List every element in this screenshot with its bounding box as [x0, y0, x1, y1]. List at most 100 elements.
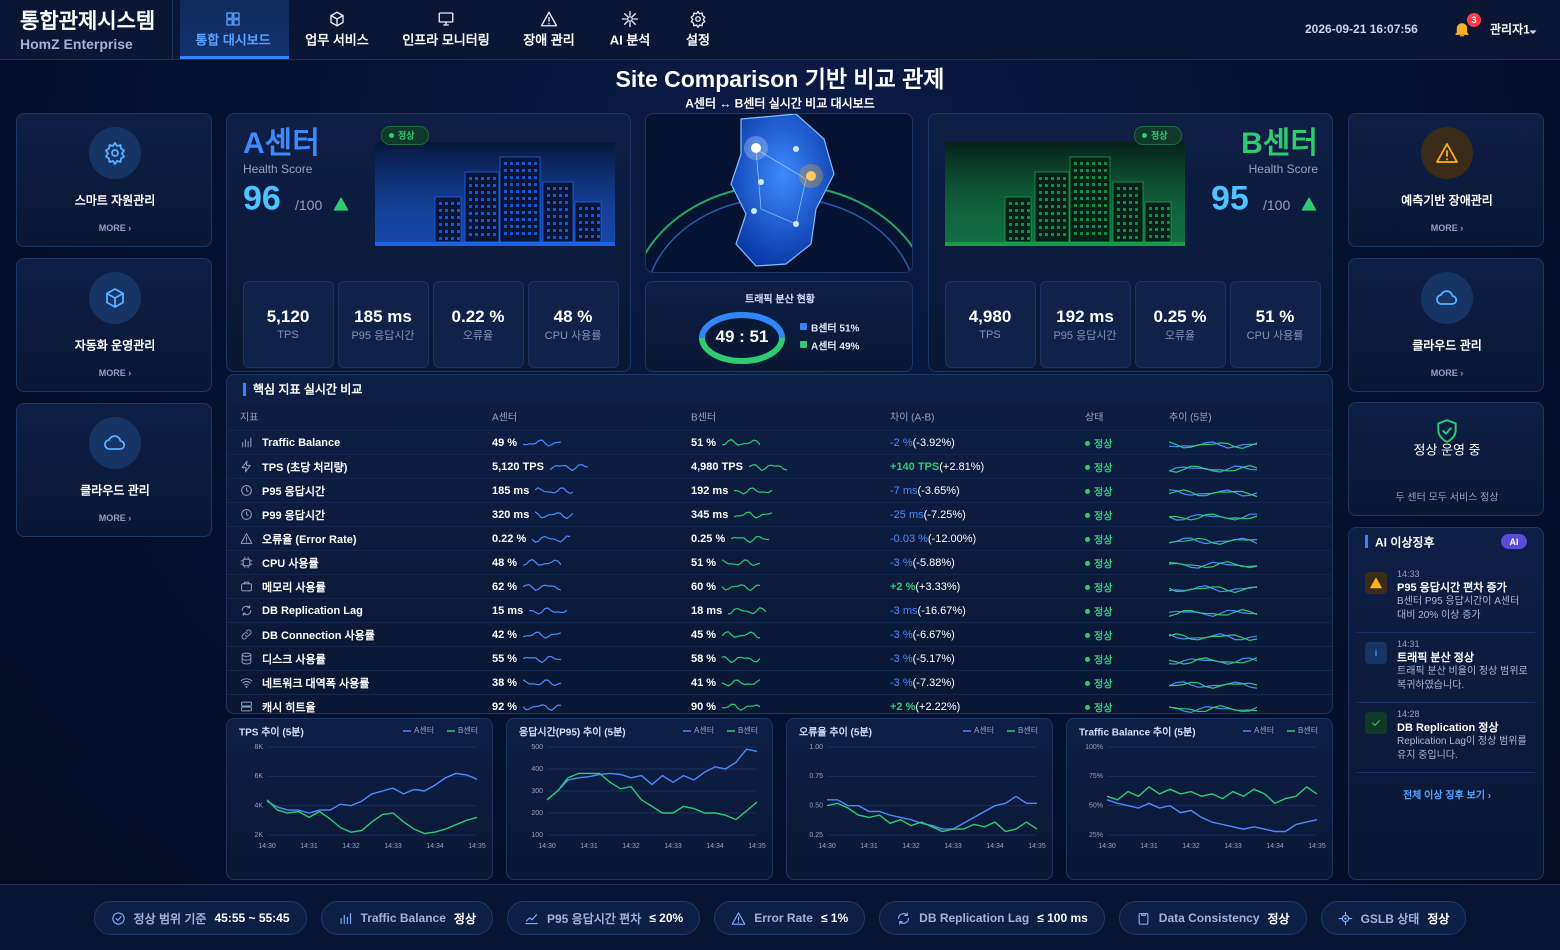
icon-part	[1301, 197, 1317, 211]
nav-item[interactable]: 장애 관리	[494, 0, 604, 59]
icon-part	[241, 509, 252, 520]
value-text: 62 %	[492, 581, 518, 593]
chart: 2K 4K 6K 8K 14:30 14:31 14:32 14:33 14:34 14:35 A센…	[254, 725, 485, 850]
icon-part	[1086, 204, 1089, 207]
more-link[interactable]: MORE ›	[98, 513, 132, 523]
health-label: Health Score	[243, 162, 313, 176]
status-title: 정상 운영 중	[1413, 442, 1481, 458]
metric-name: Traffic Balance	[262, 437, 341, 449]
icon	[731, 911, 746, 926]
score-max: /100	[295, 197, 323, 213]
series-line	[266, 799, 478, 835]
metric-box: 51 % CPU 사용률	[1230, 281, 1321, 368]
nav-item[interactable]: 업무 서비스	[282, 0, 392, 59]
icon-part	[1009, 216, 1012, 219]
nav-icon	[540, 10, 558, 28]
icon-part	[1027, 230, 1030, 233]
icon-part	[241, 509, 252, 520]
icon-part	[1039, 205, 1042, 208]
more-link[interactable]: MORE ›	[1430, 223, 1464, 233]
icon-part	[522, 655, 562, 663]
icon-part	[469, 226, 472, 229]
icon-part	[106, 288, 124, 308]
status-text: 정상	[1094, 631, 1113, 643]
more-link[interactable]: MORE ›	[1430, 368, 1464, 378]
nav-item[interactable]: 통합 대시보드	[180, 0, 289, 59]
more-link[interactable]: MORE ›	[98, 368, 132, 378]
nav-label: 인프라 모니터링	[402, 32, 490, 48]
icon-part	[1009, 237, 1012, 240]
value-cell: 49 %	[492, 434, 562, 452]
ai-link[interactable]: 전체 이상 징후 보기 ›	[1402, 790, 1492, 802]
icon-part	[439, 202, 442, 205]
value-cell: 60 %	[691, 578, 761, 596]
user-menu[interactable]: 관리자1	[1490, 22, 1530, 37]
icon-part	[1074, 197, 1077, 200]
ai-icon	[1369, 576, 1383, 590]
nav-card[interactable]: 스마트 자원관리 MORE ›	[16, 113, 212, 247]
more-link[interactable]: MORE ›	[98, 223, 132, 233]
icon-part	[727, 606, 767, 615]
diff-value: +2 %	[890, 701, 916, 713]
value-cell: 45 %	[691, 626, 761, 644]
nav-label: 설정	[686, 32, 710, 48]
icon-part	[481, 233, 484, 236]
icon-part	[1015, 230, 1018, 233]
nav-item[interactable]: 설정	[643, 0, 753, 59]
icon-part	[469, 205, 472, 208]
y-tick-label: 4K	[254, 803, 263, 810]
x-tick-label: 14:32	[342, 843, 360, 850]
icon-part	[1015, 237, 1018, 240]
icon-part	[1092, 225, 1095, 228]
nav-item[interactable]: AI 분석	[575, 0, 685, 59]
icon-part	[579, 235, 582, 238]
icon-part	[523, 439, 562, 447]
icon-part	[734, 487, 773, 495]
status-dot	[1085, 513, 1090, 518]
card-label: 자동화 운영관리	[74, 338, 156, 353]
icon-part	[504, 225, 507, 228]
value-cell: 4,980 TPS	[691, 458, 788, 476]
nav-item[interactable]: 인프라 모니터링	[391, 0, 501, 59]
icon-part	[591, 228, 594, 231]
icon-part	[493, 226, 496, 229]
icon-part	[1009, 230, 1012, 233]
ai-time: 14:31	[1397, 639, 1420, 649]
nav-icon	[328, 10, 346, 28]
health-score: 96	[243, 179, 281, 218]
diff-percent: (-12.00%)	[927, 533, 977, 545]
metric-box: 5,120 TPS	[243, 281, 334, 368]
legend-swatch	[800, 323, 807, 330]
icon-part	[1168, 464, 1258, 473]
icon-part	[549, 463, 589, 471]
metric-name: 디스크 사용률	[262, 654, 326, 666]
icon-part	[1135, 215, 1138, 218]
value-cell: 42 %	[492, 626, 562, 644]
nav-card[interactable]: 클라우드 관리 MORE ›	[16, 403, 212, 537]
icon-part	[469, 198, 472, 201]
ai-desc: 트래픽 분산 비율이 정상 범위로 복귀하였습니다.	[1397, 666, 1528, 691]
icon-part	[1074, 162, 1077, 165]
nav-card[interactable]: 자동화 운영관리 MORE ›	[16, 258, 212, 392]
nav-card[interactable]: 클라우드 관리 MORE ›	[1348, 258, 1544, 392]
icon-part	[1086, 197, 1089, 200]
icon-part	[731, 911, 746, 925]
trend-sparkline	[1163, 460, 1258, 478]
icon-part	[591, 235, 594, 238]
icon-part	[1080, 211, 1083, 214]
icon-part	[1021, 216, 1024, 219]
x-tick-label: 14:34	[706, 843, 724, 850]
icon-part	[522, 183, 525, 186]
icon-part	[439, 216, 442, 219]
icon-part	[1123, 187, 1126, 190]
value-text: 42 %	[492, 629, 518, 641]
icon-part	[241, 701, 252, 707]
value-text: 185 ms	[492, 485, 530, 497]
diff-value: -3 %	[890, 677, 913, 689]
icon-part	[493, 198, 496, 201]
status-dot	[389, 133, 394, 138]
traffic-legend: B센터 51%	[811, 323, 860, 335]
icon-part	[487, 191, 490, 194]
nav-card[interactable]: 예측기반 장애관리 MORE ›	[1348, 113, 1544, 247]
icon-part	[469, 184, 472, 187]
